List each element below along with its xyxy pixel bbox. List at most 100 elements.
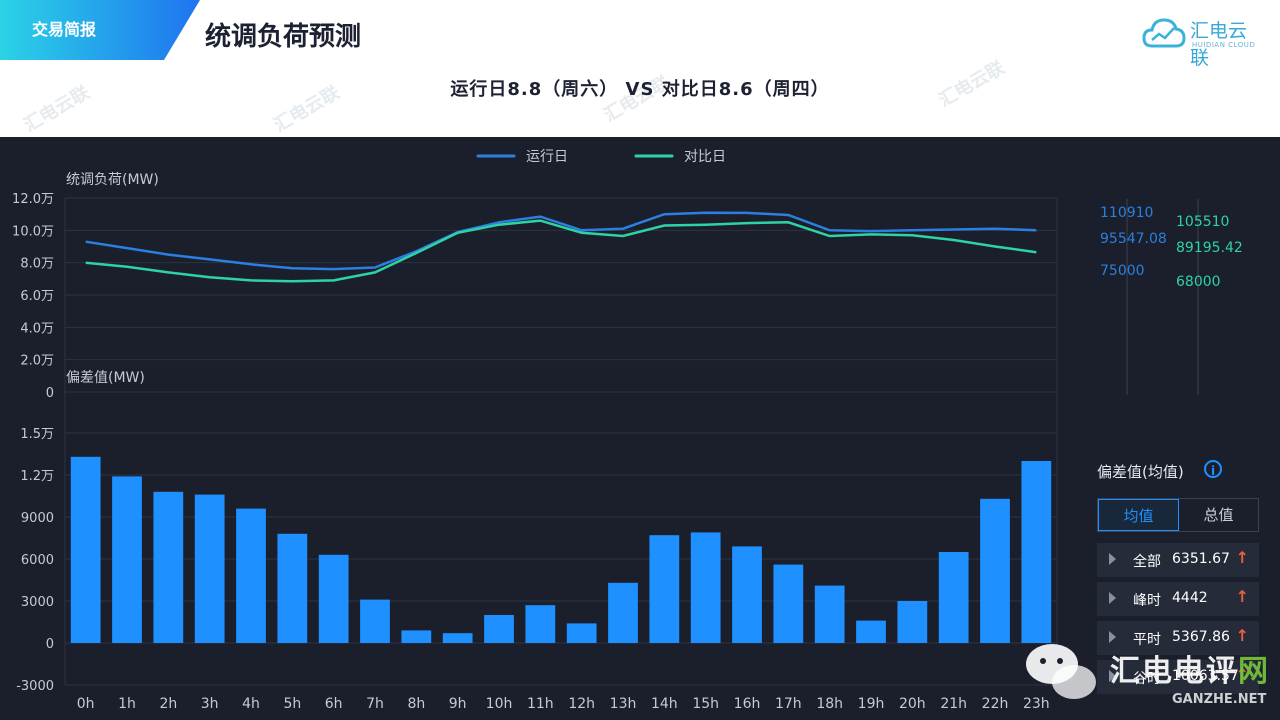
x-tick-label: 12h: [568, 696, 595, 712]
bar: [897, 601, 928, 643]
wechat-icon: [1026, 644, 1096, 699]
y-tick-label: 12.0万: [12, 192, 54, 207]
x-tick-label: 5h: [283, 696, 301, 712]
bar: [70, 456, 101, 643]
run-day-avg: 95547.08: [1100, 231, 1167, 247]
footer-watermark-text: 汇电电评网: [1110, 646, 1270, 690]
legend-label: 对比日: [684, 149, 726, 165]
bar: [277, 533, 308, 643]
x-tick-label: 22h: [982, 696, 1009, 712]
brand-name: 汇电云联: [1190, 20, 1248, 69]
x-tick-label: 23h: [1023, 696, 1050, 712]
comparison-subtitle: 运行日8.8（周六） VS 对比日8.6（周四）: [450, 79, 830, 100]
bar: [236, 508, 266, 643]
compare-day-max: 105510: [1176, 214, 1229, 230]
y-tick-label: 8.0万: [20, 257, 54, 272]
tab-total[interactable]: 总值: [1203, 506, 1234, 524]
bar: [856, 620, 886, 643]
x-tick-label: 18h: [816, 696, 843, 712]
x-tick-label: 9h: [449, 696, 467, 712]
stat-row-valley[interactable]: 谷时 10063.57 ↑: [1097, 660, 1259, 694]
brand-name-en: HUIDIAN CLOUD: [1192, 41, 1256, 49]
chart-canvas: 0 2.0万 4.0万 6.0万 8.0万 10.0万 12.0万 -3000 0 3000 60…: [12, 149, 1243, 712]
stat-value: 6351.67: [1172, 551, 1230, 567]
arrow-up-icon: ↑: [1235, 548, 1249, 567]
bar: [814, 585, 845, 643]
bar: [649, 535, 680, 643]
bar: [153, 491, 184, 643]
y-tick-label: -3000: [16, 679, 54, 694]
y-axis-title-deviation: 偏差值(MW): [66, 370, 145, 386]
page-title: 统调负荷预测: [205, 22, 362, 52]
y-tick-label: 3000: [21, 595, 54, 610]
x-tick-label: 13h: [610, 696, 637, 712]
tab-average[interactable]: 均值: [1098, 499, 1179, 531]
x-tick-label: 14h: [651, 696, 678, 712]
stat-label: 谷时: [1133, 671, 1161, 687]
x-tick-label: 15h: [692, 696, 719, 712]
y-tick-label: 0: [46, 386, 54, 401]
bar: [608, 582, 638, 643]
y-tick-label: 10.0万: [12, 224, 54, 239]
bar: [773, 564, 804, 643]
y-tick-label: 4.0万: [20, 321, 54, 336]
x-tick-label: 19h: [858, 696, 885, 712]
bar: [401, 630, 432, 643]
bar: [980, 498, 1010, 643]
bar: [484, 615, 514, 643]
deviation-panel-title: 偏差值(均值): [1097, 463, 1184, 481]
bar: [1021, 461, 1052, 643]
stat-row-flat[interactable]: 平时 5367.86 ↑: [1097, 621, 1259, 655]
y-tick-label: 1.2万: [20, 469, 54, 484]
run-day-max: 110910: [1100, 205, 1153, 221]
bar: [318, 554, 349, 643]
bar: [938, 552, 969, 643]
info-icon[interactable]: i: [1204, 460, 1222, 478]
x-tick-label: 10h: [486, 696, 513, 712]
arrow-up-icon: ↑: [1235, 665, 1249, 684]
stat-row-peak[interactable]: 峰时 4442 ↑: [1097, 582, 1259, 616]
series-line: [85, 211, 1037, 271]
x-tick-label: 21h: [940, 696, 967, 712]
x-tick-label: 11h: [527, 696, 554, 712]
bar: [442, 633, 473, 643]
caret-right-icon: [1109, 670, 1116, 682]
bar: [194, 494, 225, 643]
stat-label: 峰时: [1133, 593, 1161, 609]
caret-right-icon: [1109, 592, 1116, 604]
stat-value: 5367.86: [1172, 629, 1230, 645]
caret-right-icon: [1109, 553, 1116, 565]
stat-label: 平时: [1133, 632, 1161, 648]
section-tag-label: 交易简报: [32, 20, 97, 39]
footer-watermark-green: 网: [1238, 654, 1270, 689]
bar: [690, 532, 721, 643]
x-tick-label: 2h: [159, 696, 177, 712]
series-line: [85, 219, 1037, 283]
stat-label: 全部: [1133, 554, 1161, 570]
deviation-tabs: 均值 总值: [1097, 498, 1259, 532]
y-tick-label: 9000: [21, 511, 54, 526]
caret-right-icon: [1109, 631, 1116, 643]
x-tick-label: 0h: [77, 696, 95, 712]
brand-logo: 汇电云联 HUIDIAN CLOUD: [1142, 14, 1262, 69]
stat-row-all[interactable]: 全部 6351.67 ↑: [1097, 543, 1259, 577]
footer-watermark: 汇电电评网 GANZHE.NET: [1060, 640, 1280, 720]
y-tick-label: 0: [46, 637, 54, 652]
bar: [360, 599, 390, 643]
y-axis-title-load: 统调负荷(MW): [66, 172, 159, 188]
compare-day-avg: 89195.42: [1176, 240, 1243, 256]
y-tick-label: 2.0万: [20, 354, 54, 369]
bar: [566, 623, 597, 643]
x-tick-label: 3h: [201, 696, 219, 712]
y-tick-label: 6.0万: [20, 289, 54, 304]
x-tick-label: 7h: [366, 696, 384, 712]
footer-watermark-url: GANZHE.NET: [1172, 692, 1267, 707]
bar: [732, 546, 762, 643]
arrow-up-icon: ↑: [1235, 626, 1249, 645]
compare-day-min: 68000: [1176, 274, 1221, 290]
cloud-logo-icon: [1142, 18, 1186, 48]
y-tick-label: 6000: [21, 553, 54, 568]
x-tick-label: 17h: [775, 696, 802, 712]
x-tick-label: 8h: [407, 696, 425, 712]
x-tick-label: 16h: [734, 696, 761, 712]
